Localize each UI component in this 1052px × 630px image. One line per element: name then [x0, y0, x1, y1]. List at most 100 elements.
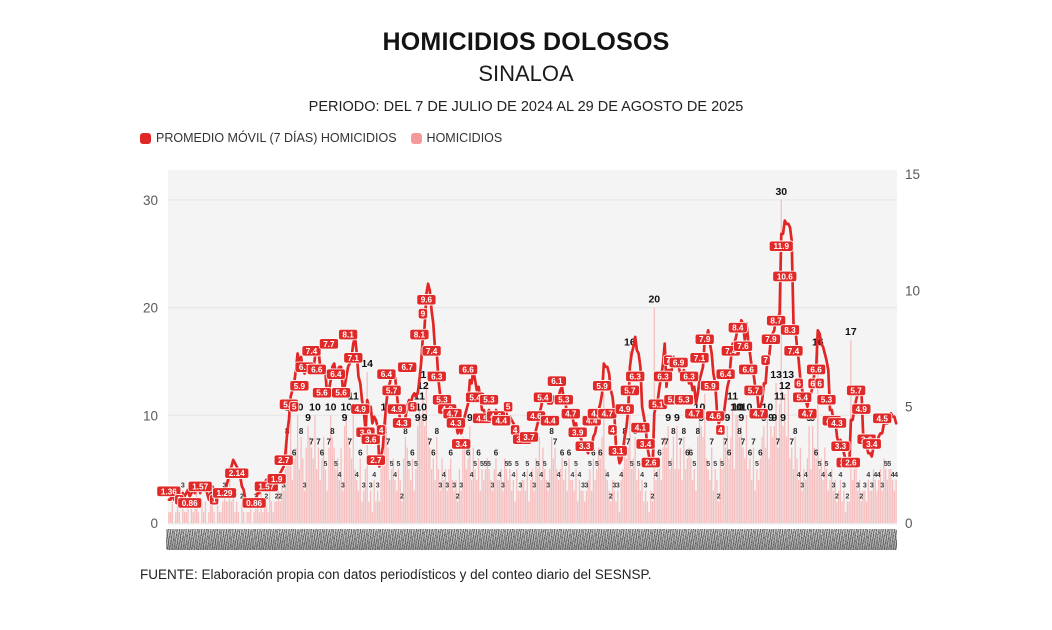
bar: [794, 436, 796, 523]
bar: [801, 490, 803, 523]
bar: [855, 458, 857, 523]
bar: [321, 458, 323, 523]
svg-text:3.6: 3.6: [365, 435, 377, 444]
moving-average-label: 5: [407, 401, 418, 413]
bar: [352, 404, 354, 523]
bar-value-label: 8: [793, 427, 798, 436]
bar-value-label: 4: [522, 472, 526, 479]
bar: [187, 501, 189, 523]
bar: [528, 501, 530, 523]
moving-average-label: 7.9: [694, 333, 715, 345]
bar: [269, 490, 271, 523]
bar-value-label: 3: [870, 483, 874, 490]
svg-text:3.3: 3.3: [579, 442, 591, 451]
bar: [879, 469, 882, 523]
moving-average-label: 7: [760, 354, 771, 366]
bar: [592, 458, 595, 523]
bar: [585, 490, 588, 523]
bar: [843, 490, 845, 523]
bar-value-label: 5: [473, 461, 477, 468]
bar: [474, 469, 476, 523]
bar: [347, 436, 349, 523]
moving-average-label: 7.9: [760, 333, 781, 345]
bar-value-label: 3: [491, 483, 495, 490]
svg-text:6.6: 6.6: [311, 366, 323, 375]
bar: [425, 383, 427, 523]
bar-value-label: 10: [309, 401, 321, 413]
bar: [738, 436, 741, 523]
legend-label-moving-average: PROMEDIO MÓVIL (7 DÍAS) HOMICIDIOS: [156, 131, 397, 145]
bar: [521, 479, 523, 523]
moving-average-label: 4.1: [630, 421, 651, 434]
bar-value-label: 6: [410, 448, 415, 457]
bar-value-label: 2: [264, 494, 268, 501]
svg-text:4.7: 4.7: [753, 410, 765, 419]
bar: [356, 479, 358, 523]
bar: [691, 479, 694, 523]
moving-average-label: 5.3: [816, 394, 837, 406]
bar: [222, 501, 224, 523]
svg-text:6.4: 6.4: [330, 370, 342, 379]
bar: [764, 447, 767, 523]
bar: [570, 479, 572, 523]
bar-value-label: 4: [529, 472, 533, 479]
bar: [620, 479, 622, 523]
moving-average-label: 6.7: [397, 361, 418, 373]
bar-value-label: 4: [578, 472, 582, 479]
bar: [888, 469, 890, 523]
bar: [458, 469, 461, 523]
bar-value-label: 5: [595, 461, 599, 468]
bar-value-label: 7: [553, 438, 558, 447]
moving-average-label: 4.4: [491, 414, 512, 427]
svg-text:0.86: 0.86: [182, 499, 198, 508]
bar: [415, 469, 417, 523]
moving-average-label: 3.4: [861, 438, 882, 450]
bar: [756, 469, 758, 523]
bar: [265, 501, 267, 523]
bar: [566, 490, 568, 523]
bar: [302, 458, 304, 523]
bar-value-label: 4: [839, 472, 843, 479]
bar-value-label: 5: [414, 461, 418, 468]
bar: [716, 479, 718, 523]
bar: [834, 479, 836, 523]
svg-text:4.5: 4.5: [476, 414, 488, 423]
bar: [396, 490, 398, 523]
bar-value-label: 5: [543, 461, 547, 468]
bar: [328, 447, 330, 523]
bar: [274, 501, 276, 523]
bar: [429, 447, 431, 523]
bar: [556, 469, 558, 523]
bar-value-label: 5: [825, 461, 829, 468]
bar: [860, 501, 862, 523]
svg-text:4.9: 4.9: [856, 405, 868, 414]
moving-average-label: 6.4: [325, 368, 346, 380]
bar: [874, 479, 876, 523]
bar: [777, 447, 779, 523]
bar: [818, 469, 821, 523]
bar: [811, 426, 814, 523]
bar: [410, 479, 412, 523]
bar: [846, 501, 849, 523]
bar: [516, 469, 518, 523]
bar-value-label: 9: [674, 412, 680, 424]
bar: [227, 501, 229, 523]
bar: [723, 436, 725, 523]
bar: [573, 490, 575, 523]
bar: [893, 490, 896, 523]
bar: [841, 501, 843, 523]
bar-value-label: 6: [814, 448, 819, 457]
bar: [423, 426, 426, 523]
bar: [735, 415, 737, 523]
bar-value-label: 8: [696, 427, 701, 436]
moving-average-label: 1.57: [187, 480, 213, 493]
bar-value-label: 10: [340, 401, 352, 413]
bar: [878, 479, 880, 523]
bar: [577, 501, 579, 523]
bar: [717, 501, 720, 523]
bar: [491, 490, 494, 523]
svg-text:2.14: 2.14: [229, 469, 245, 478]
bar: [644, 490, 647, 523]
bar-value-label: 7: [678, 438, 683, 447]
bar: [606, 479, 608, 523]
